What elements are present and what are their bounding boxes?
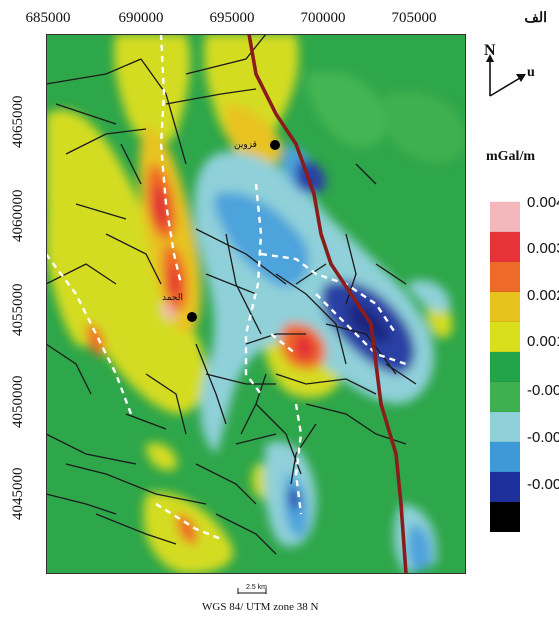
y-tick-label: 4060000 [10, 189, 26, 243]
y-tick-label: 4055000 [10, 283, 26, 337]
legend-swatch [490, 442, 520, 472]
x-tick-label: 685000 [25, 10, 71, 26]
map-frame [46, 34, 466, 574]
color-scale-bar [490, 172, 520, 532]
projection-caption: WGS 84/ UTM zone 38 N [202, 601, 319, 613]
legend-swatch [490, 472, 520, 502]
y-tick-label: 4050000 [10, 375, 26, 429]
legend-swatch [490, 172, 520, 202]
panel-letter: الف [524, 11, 547, 26]
main-fault-line [247, 34, 408, 574]
legend-swatch [490, 232, 520, 262]
north-label: N [484, 42, 496, 59]
legend-label: 0.003 [527, 240, 559, 257]
legend-label: -0.002 [527, 429, 559, 446]
north-arrow-icon [486, 54, 526, 97]
place-label: قزوین [234, 140, 257, 150]
place-marker [270, 140, 280, 150]
legend-swatch [490, 382, 520, 412]
legend-label: -0.003 [527, 476, 559, 493]
legend-swatch [490, 262, 520, 292]
place-markers: قزوین الحمد [162, 140, 280, 322]
legend-label: 0.004 [527, 194, 559, 211]
legend-swatch [490, 202, 520, 232]
north-u-label: u [527, 65, 535, 80]
legend-label: 0.001 [527, 333, 559, 350]
legend-swatch [490, 502, 520, 532]
legend-swatch [490, 292, 520, 322]
y-tick-label: 4045000 [10, 467, 26, 521]
x-tick-label: 690000 [118, 10, 164, 26]
anomaly-axes [46, 34, 407, 541]
legend-swatch [490, 352, 520, 382]
legend-label: -0.001 [527, 382, 559, 399]
legend-title: mGal/m [486, 149, 535, 164]
scale-bar [237, 588, 267, 594]
y-tick-label: 4065000 [10, 95, 26, 149]
x-tick-label: 695000 [209, 10, 255, 26]
x-tick-label: 705000 [391, 10, 437, 26]
legend-swatch [490, 322, 520, 352]
place-label: الحمد [162, 293, 183, 303]
scale-label: 2.5 km [246, 584, 268, 591]
x-tick-label: 700000 [300, 10, 346, 26]
legend-label: 0.002 [527, 287, 559, 304]
gravity-gradient-map: قزوین الحمد [46, 34, 466, 574]
place-marker [187, 312, 197, 322]
legend-swatch [490, 412, 520, 442]
